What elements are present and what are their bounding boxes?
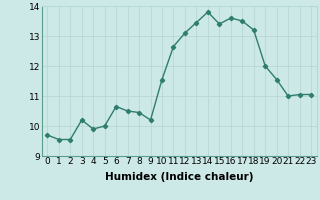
- X-axis label: Humidex (Indice chaleur): Humidex (Indice chaleur): [105, 172, 253, 182]
